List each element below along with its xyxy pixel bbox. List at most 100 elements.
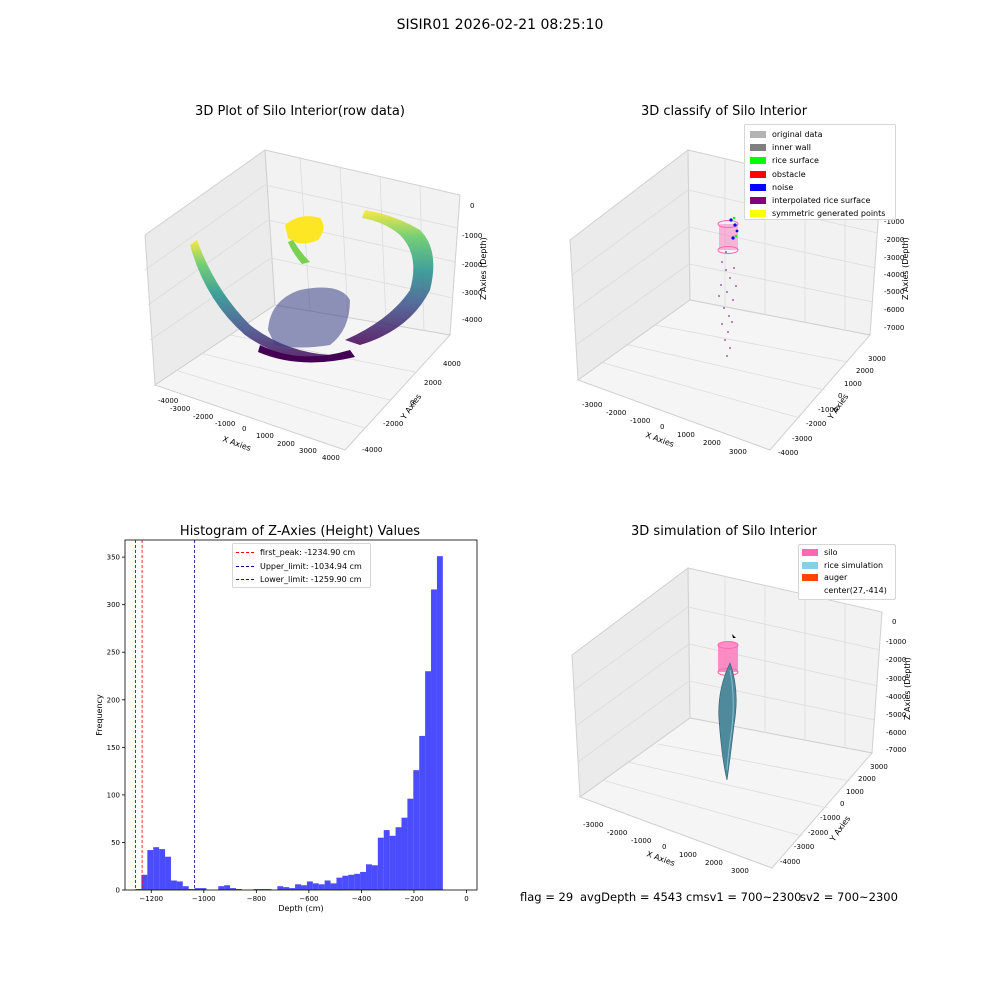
svg-text:-2000: -2000 <box>886 656 906 664</box>
histogram-bar <box>377 837 384 890</box>
legend-entry: rice surface <box>750 154 885 167</box>
plot3-legend: first_peak: -1234.90 cm Upper_limit: -103… <box>232 543 371 588</box>
plot4-xlabel: X Axies <box>645 849 676 868</box>
plot1-xtick: 2000 <box>277 440 295 448</box>
legend-entry: rice simulation <box>802 560 887 573</box>
histogram-bar <box>419 735 426 890</box>
histogram-bar <box>436 556 443 890</box>
svg-text:-6000: -6000 <box>884 306 904 314</box>
histogram-bar <box>259 889 266 890</box>
svg-text:0: 0 <box>838 392 842 400</box>
histogram-bar <box>135 889 142 890</box>
plot4-rice-cone <box>718 662 737 781</box>
legend-entry: center(27,-414) <box>802 585 887 598</box>
histogram-bar <box>354 873 361 890</box>
plot4-auger <box>732 634 736 638</box>
histogram-bar <box>366 864 372 890</box>
histogram-bar <box>312 883 319 890</box>
plot1-ytick: -4000 <box>362 446 382 454</box>
plot1-xtick: 4000 <box>322 454 340 462</box>
footer-avg-depth: avgDepth = 4543 cmsv1 = 700~2300 <box>580 890 802 904</box>
plot1-xtick: -1000 <box>215 420 235 428</box>
plot1-xtick: -3000 <box>170 405 190 413</box>
plot1-top-blob <box>285 216 324 244</box>
svg-text:0: 0 <box>892 618 896 626</box>
plot4-legend: silo rice simulation auger center(27,-414) <box>798 544 896 600</box>
histogram-bar <box>383 830 390 890</box>
svg-text:-3000: -3000 <box>886 675 906 683</box>
plot1-wall-left <box>190 240 330 362</box>
plot3-frame <box>124 539 478 891</box>
histogram-bar <box>277 886 284 890</box>
histogram-xtick: −200 <box>404 895 423 903</box>
histogram-bar <box>342 875 349 890</box>
svg-text:1000: 1000 <box>677 431 695 439</box>
svg-text:-6000: -6000 <box>886 729 906 737</box>
svg-text:0: 0 <box>662 843 666 851</box>
svg-text:1000: 1000 <box>679 851 697 859</box>
histogram-ytick: 250 <box>107 649 120 657</box>
svg-text:-1000: -1000 <box>630 417 650 425</box>
plot1-ytick: 0 <box>410 399 414 407</box>
svg-text:3000: 3000 <box>870 763 888 771</box>
histogram-bar <box>176 881 183 890</box>
plot1-bottom-surface <box>268 287 350 348</box>
histogram-bar <box>224 885 231 890</box>
svg-text:3000: 3000 <box>731 867 749 875</box>
histogram-bar <box>159 849 166 890</box>
svg-text:1000: 1000 <box>844 380 862 388</box>
histogram-bar <box>200 888 207 890</box>
histogram-bar <box>235 889 242 890</box>
plot1-xtick: 0 <box>242 425 246 433</box>
histogram-bar <box>336 877 343 890</box>
histogram-bar <box>330 883 337 890</box>
svg-text:-3000: -3000 <box>884 254 904 262</box>
legend-entry: first_peak: -1234.90 cm <box>236 546 362 560</box>
svg-text:-3000: -3000 <box>582 401 602 409</box>
footer-sv2: sv2 = 700~2300 <box>800 890 898 904</box>
plot4-silo <box>718 645 738 672</box>
histogram-bar <box>306 881 313 890</box>
legend-entry: symmetric generated points <box>750 207 885 220</box>
plot1-ztick: -4000 <box>462 316 482 324</box>
plot2-legend: original data inner wall rice surface obsta… <box>744 124 896 220</box>
plot1-xlabel: X Axies <box>221 434 252 453</box>
svg-text:-5000: -5000 <box>886 711 906 719</box>
svg-text:-1000: -1000 <box>820 814 840 822</box>
plot2-title: 3D classify of Silo Interior <box>640 104 808 119</box>
histogram-ytick: 0 <box>116 887 120 895</box>
svg-text:-1000: -1000 <box>631 837 651 845</box>
svg-text:-2000: -2000 <box>884 236 904 244</box>
svg-text:0: 0 <box>840 800 844 808</box>
histogram-bar <box>324 880 331 890</box>
plot1-ztick: -2000 <box>462 261 482 269</box>
plot3-ylabel: Frequency <box>95 694 104 736</box>
histogram-bar <box>401 817 408 890</box>
histogram-xtick: −1200 <box>139 895 163 903</box>
histogram-bar <box>153 847 160 890</box>
legend-entry: inner wall <box>750 141 885 154</box>
histogram-bar <box>141 874 148 890</box>
plot4-title: 3D simulation of Silo Interior <box>631 524 817 539</box>
plot1-ytick: 2000 <box>424 379 442 387</box>
svg-text:-2000: -2000 <box>806 420 826 428</box>
histogram-bar <box>230 888 236 890</box>
legend-entry: obstacle <box>750 168 885 181</box>
histogram-bar <box>318 884 325 890</box>
histogram-bar <box>194 888 201 890</box>
legend-entry: Lower_limit: -1259.90 cm <box>236 573 362 587</box>
histogram-ytick: 100 <box>107 791 120 799</box>
legend-entry: silo <box>802 547 887 560</box>
svg-text:-4000: -4000 <box>778 449 798 457</box>
svg-text:-7000: -7000 <box>884 324 904 332</box>
histogram-bar <box>407 798 414 890</box>
plot1-ztick: -1000 <box>462 232 482 240</box>
histogram-bar <box>360 871 367 890</box>
svg-text:2000: 2000 <box>858 775 876 783</box>
plot1-ytick: -2000 <box>383 420 403 428</box>
plot1-wall-right <box>345 210 434 345</box>
svg-text:2000: 2000 <box>703 439 721 447</box>
legend-entry: original data <box>750 128 885 141</box>
footer-flag: flag = 29 <box>520 890 574 904</box>
